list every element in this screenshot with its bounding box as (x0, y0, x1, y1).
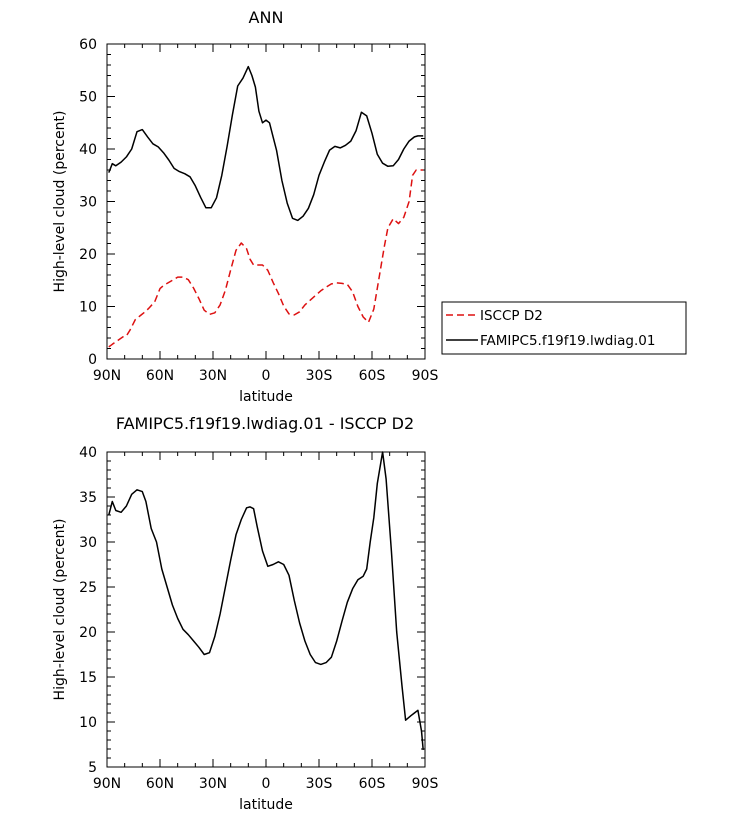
series-lines (108, 65, 424, 348)
x-tick-label: 60S (359, 776, 386, 792)
legend: ISCCP D2 FAMIPC5.f19f19.lwdiag.01 (441, 301, 687, 355)
plot-frame (106, 43, 426, 360)
x-tick-label: 0 (262, 776, 271, 792)
y-axis-label: High-level cloud (percent) (52, 519, 68, 701)
x-tick-label: 90S (412, 776, 439, 792)
chart-title: FAMIPC5.f19f19.lwdiag.01 - ISCCP D2 (116, 414, 414, 433)
y-tick-label: 40 (79, 445, 97, 461)
y-tick-label: 35 (79, 490, 97, 506)
y-tick-label: 40 (79, 142, 97, 158)
x-tick-label: 30N (199, 368, 227, 384)
series-line-model (108, 451, 424, 750)
legend-label-famipc5: FAMIPC5.f19f19.lwdiag.01 (480, 333, 655, 349)
x-tick-labels: 90N 60N 30N 0 30S 60S 90S (93, 776, 439, 792)
x-tick-label: 0 (262, 368, 271, 384)
y-tick-label: 60 (79, 37, 97, 53)
y-tick-label: 0 (88, 352, 97, 368)
tick-marks (106, 43, 426, 360)
series-line-model (108, 65, 424, 222)
y-tick-label: 15 (79, 670, 97, 686)
y-tick-label: 5 (88, 760, 97, 776)
y-axis-label: High-level cloud (percent) (52, 111, 68, 293)
y-tick-label: 50 (79, 90, 97, 106)
y-tick-label: 10 (79, 715, 97, 731)
y-tick-labels: 5 10 15 20 25 30 35 40 (79, 445, 97, 776)
chart-panel-annual: ANN 0 10 20 30 40 50 60 90N 60N 30N 0 30S 60S 90S Hi… (52, 8, 687, 405)
tick-marks (106, 451, 426, 768)
y-tick-labels: 0 10 20 30 40 50 60 (79, 37, 97, 368)
chart-panel-difference: FAMIPC5.f19f19.lwdiag.01 - ISCCP D2 5 10 1… (52, 414, 438, 813)
x-tick-label: 30N (199, 776, 227, 792)
x-axis-label: latitude (239, 389, 293, 405)
x-tick-label: 60N (146, 368, 174, 384)
x-tick-labels: 90N 60N 30N 0 30S 60S 90S (93, 368, 439, 384)
plot-frame (106, 451, 426, 768)
legend-box (441, 301, 687, 355)
x-tick-label: 60N (146, 776, 174, 792)
series-lines (108, 451, 424, 750)
y-tick-label: 30 (79, 535, 97, 551)
x-tick-label: 30S (306, 368, 333, 384)
chart-title: ANN (249, 8, 284, 27)
x-tick-label: 90N (93, 368, 121, 384)
x-tick-label: 90N (93, 776, 121, 792)
y-tick-label: 10 (79, 300, 97, 316)
legend-label-isccp: ISCCP D2 (480, 308, 543, 324)
series-line-isccp (108, 169, 424, 348)
x-tick-label: 30S (306, 776, 333, 792)
x-tick-label: 90S (412, 368, 439, 384)
y-tick-label: 30 (79, 195, 97, 211)
y-tick-label: 25 (79, 580, 97, 596)
x-tick-label: 60S (359, 368, 386, 384)
y-tick-label: 20 (79, 625, 97, 641)
x-axis-label: latitude (239, 797, 293, 813)
y-tick-label: 20 (79, 247, 97, 263)
